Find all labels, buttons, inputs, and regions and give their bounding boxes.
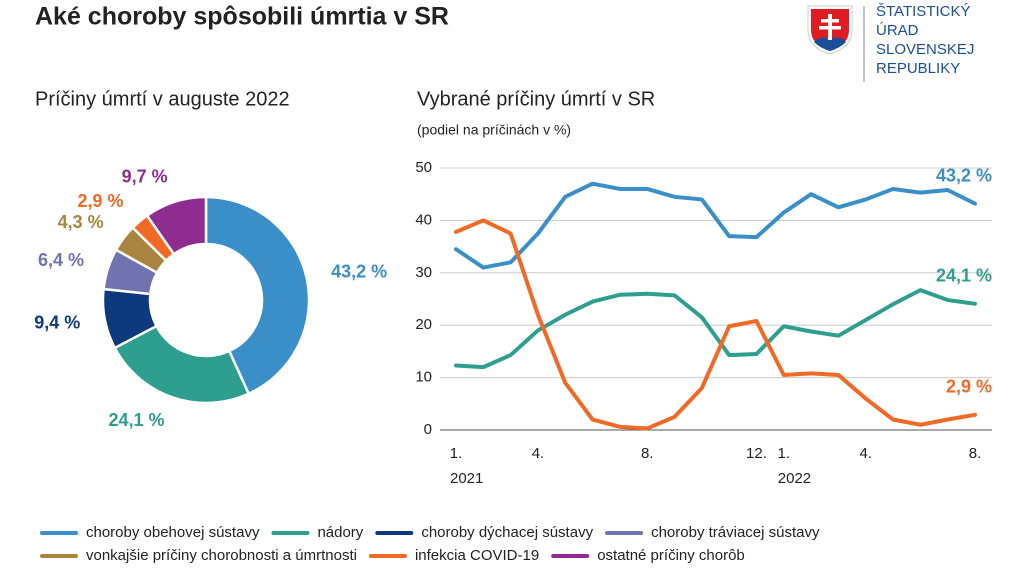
logo-line: SLOVENSKEJ [876, 41, 974, 58]
data-label: 6,4 % [38, 250, 84, 270]
x-tick-label: 8. [641, 445, 654, 462]
donut-segment [113, 324, 251, 405]
x-tick-label: 8. [969, 445, 982, 462]
x-tick-label: 1. [450, 445, 463, 462]
y-tick-label: 0 [424, 421, 432, 438]
chart-title: Príčiny úmrtí v auguste 2022 [35, 88, 290, 110]
y-tick-label: 40 [415, 211, 432, 228]
logo-line: ŠTATISTICKÝ [876, 3, 970, 20]
line-series [454, 181, 977, 270]
y-tick-label: 10 [415, 369, 432, 386]
x-tick-label: 4. [859, 445, 872, 462]
logo-shield [807, 5, 853, 55]
legend-label: choroby obehovej sústavy [86, 524, 260, 541]
y-tick-label: 30 [415, 264, 432, 281]
chart-title: Vybrané príčiny úmrtí v SR [417, 88, 655, 110]
legend-label: nádory [317, 524, 363, 541]
x-tick-label: 1. [778, 445, 791, 462]
data-label: 4,3 % [58, 212, 104, 232]
logo-line: ÚRAD [876, 22, 919, 39]
x-group-label: 2021 [450, 470, 483, 487]
data-label: 2,9 % [77, 191, 123, 211]
legend-label: vonkajšie príčiny chorobnosti a úmrtnost… [86, 547, 357, 564]
donut-segment [204, 195, 311, 396]
legend-label: ostatné príčiny chorôb [597, 547, 745, 564]
chart-subtitle: (podiel na príčinách v %) [417, 122, 571, 138]
y-tick-label: 50 [415, 159, 432, 176]
x-tick-label: 4. [532, 445, 545, 462]
legend-label: choroby dýchacej sústavy [421, 524, 593, 541]
x-tick-label: 12. [746, 445, 767, 462]
legend-label: choroby tráviacej sústavy [651, 524, 820, 541]
line-series [454, 218, 977, 431]
data-label: 9,4 % [34, 313, 80, 333]
x-group-label: 2022 [778, 470, 811, 487]
data-label: 2,9 % [946, 377, 992, 397]
data-label: 43,2 % [331, 262, 387, 282]
logo-line: REPUBLIKY [876, 60, 960, 77]
donut-segment [145, 195, 208, 256]
data-label: 24,1 % [936, 265, 992, 285]
legend-label: infekcia COVID-19 [415, 547, 539, 564]
data-label: 9,7 % [122, 167, 168, 187]
page-title: Aké choroby spôsobili úmrtia v SR [35, 3, 449, 31]
y-tick-label: 20 [415, 316, 432, 333]
data-label: 24,1 % [108, 410, 164, 430]
data-label: 43,2 % [936, 165, 992, 185]
